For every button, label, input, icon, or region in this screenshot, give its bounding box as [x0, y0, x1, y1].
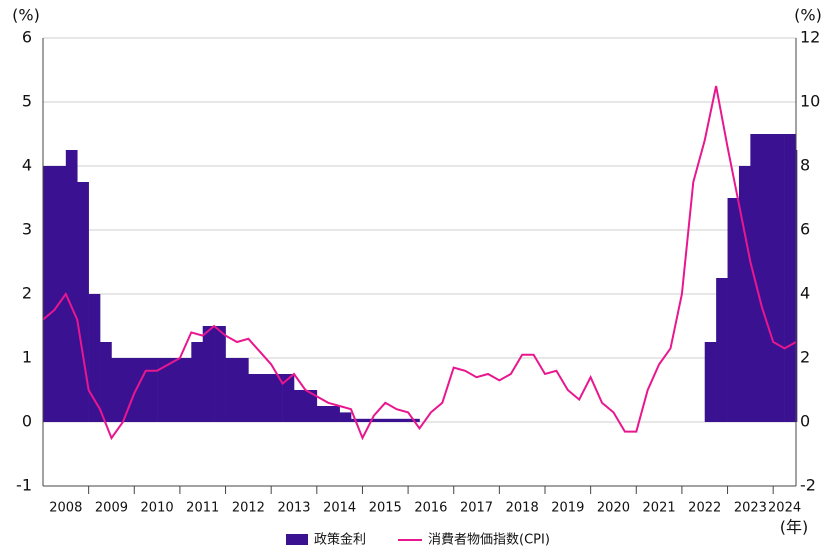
rate-step	[54, 166, 67, 422]
x-tick-label: 2023	[734, 501, 767, 516]
cpi-line	[42, 85, 797, 441]
rate-step	[248, 374, 261, 422]
rate-step	[373, 418, 386, 422]
rate-step	[214, 326, 226, 422]
rate-step	[796, 150, 798, 422]
rate-step	[305, 390, 318, 422]
y-tick-label: 4	[22, 156, 32, 175]
rate-step	[271, 374, 283, 422]
x-tick-label: 2014	[323, 501, 356, 516]
rate-step	[738, 166, 751, 422]
x-tick-label: 2020	[597, 501, 630, 516]
rate-step	[339, 412, 352, 422]
rate-step	[727, 198, 740, 422]
y-tick-label: 1	[22, 348, 32, 367]
legend-swatch	[286, 534, 308, 545]
x-tick-label: 2017	[460, 501, 493, 516]
x-tick-label: 2016	[414, 501, 447, 516]
x-tick-label: 2018	[506, 501, 539, 516]
rate-step	[134, 358, 146, 422]
rate-step	[396, 418, 409, 422]
y2-tick-label: 2	[800, 348, 810, 367]
rate-step	[761, 134, 774, 422]
rate-step	[236, 358, 249, 422]
y-tick-label: 0	[22, 412, 32, 431]
rate-step	[157, 358, 169, 422]
y2-tick-label: 6	[800, 220, 810, 239]
x-tick-label: 2010	[141, 501, 174, 516]
rate-step	[351, 418, 363, 422]
rate-step	[202, 326, 215, 422]
x-tick-label: 2019	[551, 501, 584, 516]
y2-tick-label: 10	[800, 92, 820, 111]
y-axis-label: (%)	[12, 6, 40, 25]
x-tick-label: 2011	[186, 501, 219, 516]
y-tick-label: 3	[22, 220, 32, 239]
x-tick-label: 2024	[768, 501, 801, 516]
y2-tick-label: 0	[800, 412, 810, 431]
x-tick-label: 2008	[49, 501, 82, 516]
rate-step	[784, 134, 797, 422]
y2-tick-label: 8	[800, 156, 810, 175]
rate-step	[100, 342, 112, 422]
rate-step	[259, 374, 272, 422]
rate-step	[225, 358, 238, 422]
y-tick-label: 6	[22, 28, 32, 47]
rate-step	[168, 358, 181, 422]
rate-step	[43, 166, 55, 422]
rate-step	[88, 294, 101, 422]
rate-step	[750, 134, 763, 422]
y-tick-label: 5	[22, 92, 32, 111]
y2-tick-label: 4	[800, 284, 810, 303]
rate-step	[716, 278, 728, 422]
rate-step	[316, 406, 329, 422]
x-tick-label: 2013	[277, 501, 310, 516]
y-tick-label: 2	[22, 284, 32, 303]
y2-axis-label: (%)	[794, 6, 822, 25]
rate-step	[704, 342, 717, 422]
rate-step	[294, 390, 306, 422]
x-tick-label: 2022	[688, 501, 721, 516]
legend-label: 消費者物価指数(CPI)	[428, 533, 550, 548]
legend-label: 政策金利	[314, 532, 366, 548]
rate-step	[122, 358, 135, 422]
rate-step	[77, 182, 89, 422]
rate-step	[65, 150, 78, 422]
rate-step	[191, 342, 204, 422]
y-tick-label: -1	[16, 476, 32, 495]
rate-step	[179, 358, 192, 422]
rate-step	[282, 374, 295, 422]
rate-step	[385, 418, 397, 422]
y2-tick-label: 12	[800, 28, 820, 47]
rate-step	[145, 358, 158, 422]
x-tick-label: 2021	[643, 501, 676, 516]
rate-step	[362, 418, 375, 422]
x-tick-label: 2015	[369, 501, 402, 516]
x-tick-label: 2012	[232, 501, 265, 516]
x-axis-label: (年)	[780, 518, 809, 537]
y2-tick-label: -2	[800, 476, 816, 495]
rate-step	[111, 358, 124, 422]
rate-step	[328, 406, 340, 422]
x-tick-label: 2009	[95, 501, 128, 516]
rate-step	[773, 134, 785, 422]
